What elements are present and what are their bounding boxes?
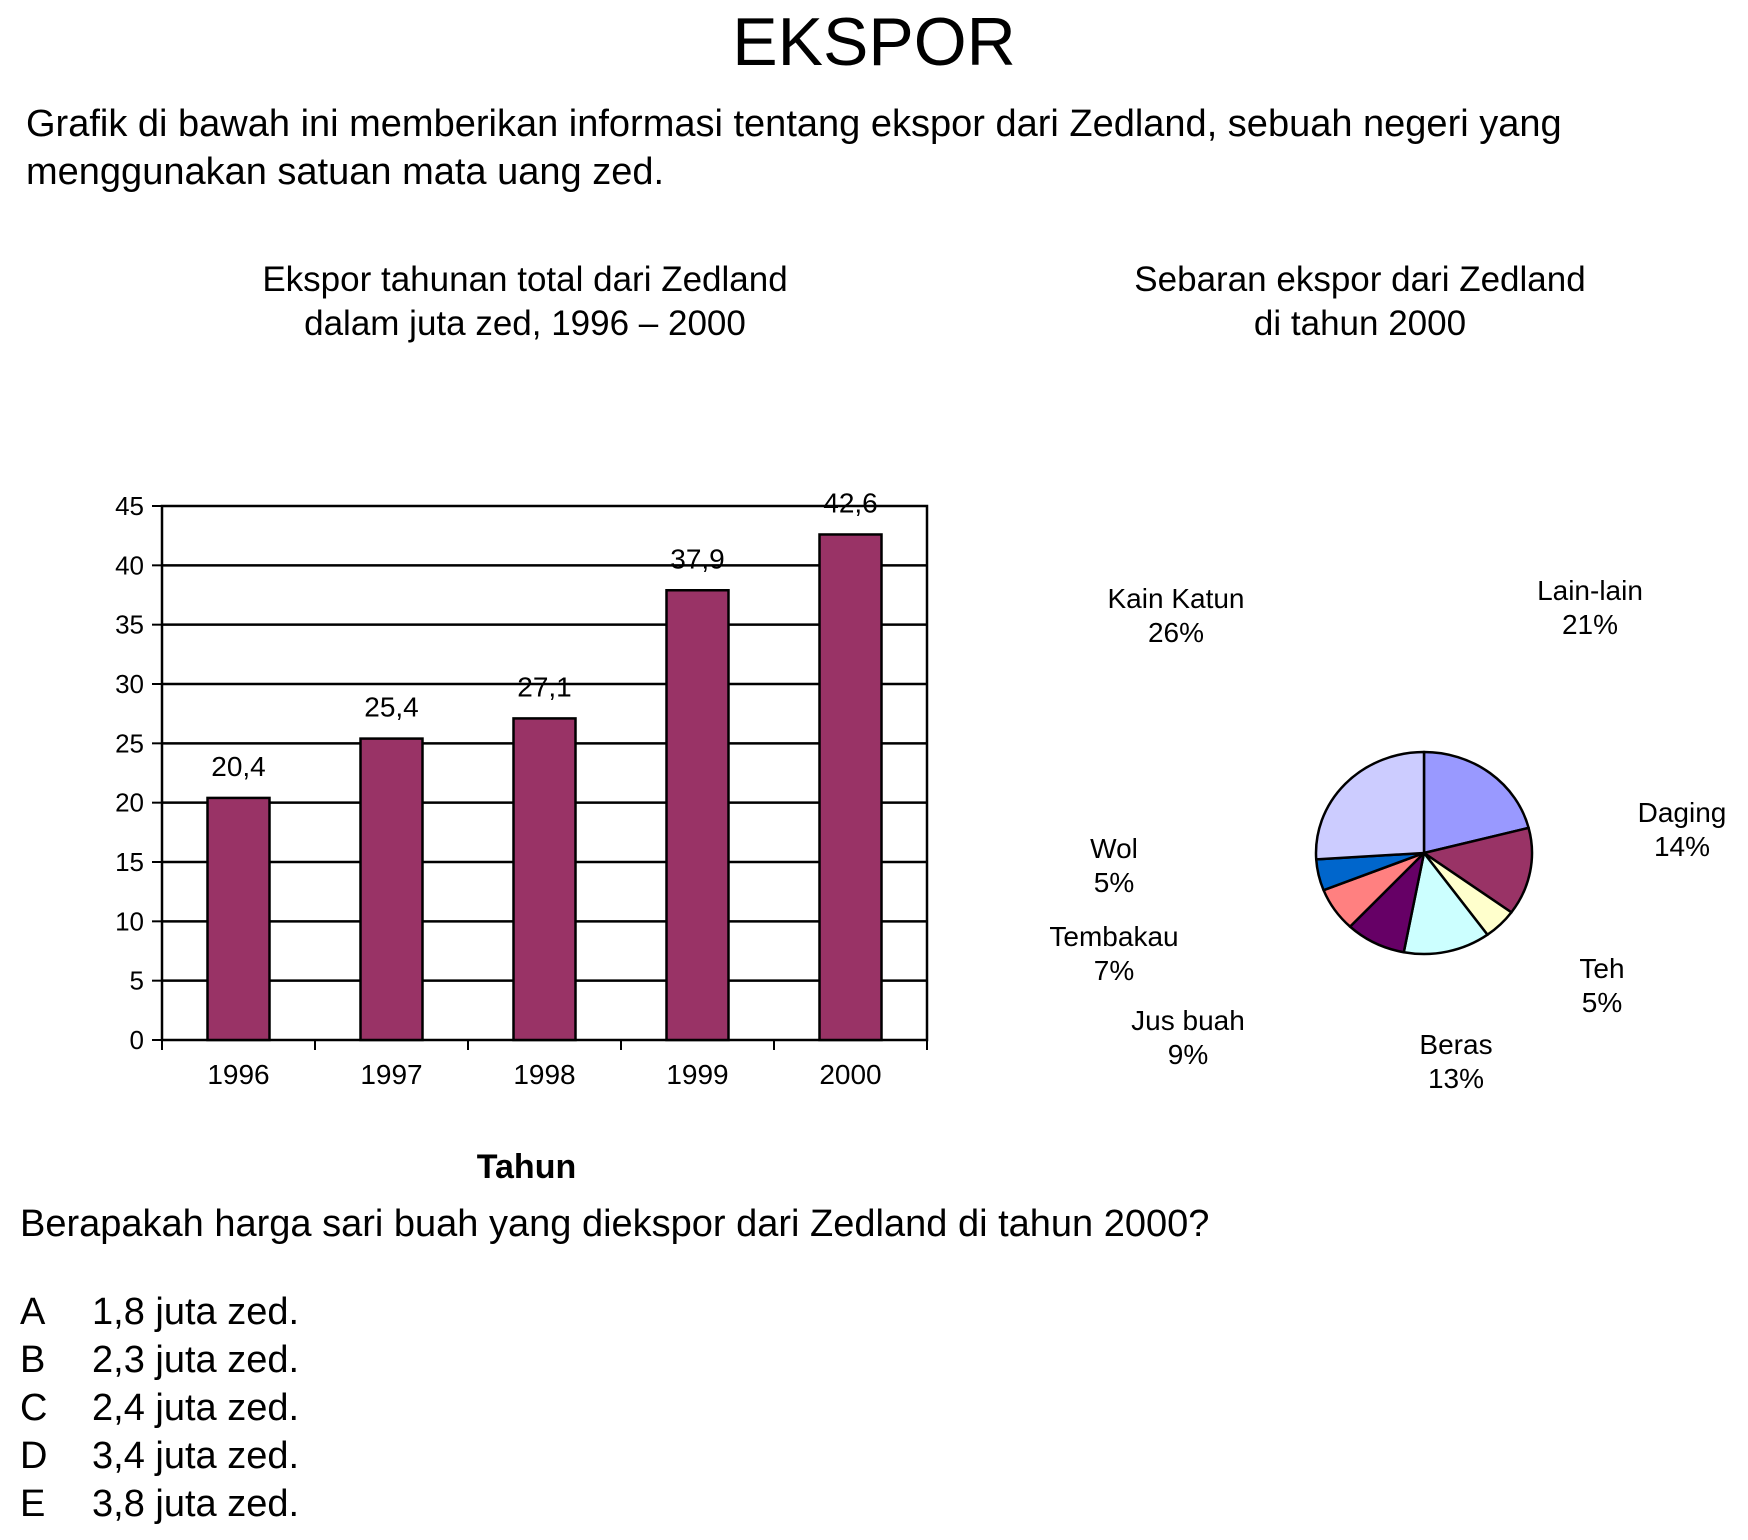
- question-text: Berapakah harga sari buah yang diekspor …: [20, 1203, 1210, 1245]
- option-d[interactable]: D 3,4 juta zed.: [20, 1432, 299, 1480]
- pie-slice-label: Kain Katun: [1108, 583, 1245, 614]
- option-text: 2,4 juta zed.: [92, 1387, 300, 1429]
- intro-text: Grafik di bawah ini memberikan informasi…: [26, 103, 1562, 193]
- pie-slice-label: Jus buah: [1131, 1005, 1245, 1036]
- y-tick-label: 45: [115, 491, 144, 521]
- pie-slice: [1422, 826, 1534, 914]
- option-b[interactable]: B 2,3 juta zed.: [20, 1336, 299, 1384]
- bar: [359, 737, 424, 1042]
- pie-slice-label: Tembakau: [1049, 921, 1178, 952]
- y-tick-label: 35: [115, 610, 144, 640]
- y-tick-label: 25: [115, 728, 144, 758]
- option-letter: E: [20, 1483, 46, 1525]
- pie-slice-percent: 21%: [1562, 609, 1618, 640]
- y-tick-label: 20: [115, 788, 144, 818]
- answer-options: A 1,8 juta zed. B 2,3 juta zed. C 2,4 juta …: [20, 1288, 299, 1528]
- pie-slice-label: Beras: [1419, 1029, 1492, 1060]
- bar: [206, 796, 271, 1042]
- pie-chart-title: Sebaran ekspor dari Zedland di tahun 200…: [1000, 258, 1720, 346]
- bar-value-label: 37,9: [670, 543, 725, 574]
- pie-slice-percent: 5%: [1094, 867, 1134, 898]
- x-tick-label: 2000: [819, 1059, 881, 1090]
- option-text: 1,8 juta zed.: [92, 1291, 300, 1333]
- pie-slice-percent: 7%: [1094, 955, 1134, 986]
- x-tick-label: 1996: [207, 1059, 269, 1090]
- pie-slice-percent: 26%: [1148, 617, 1204, 648]
- bar-value-label: 42,6: [823, 487, 878, 518]
- x-tick-label: 1999: [666, 1059, 728, 1090]
- bar: [818, 533, 883, 1042]
- pie-slice: [1422, 750, 1530, 855]
- page-title: EKSPOR: [732, 4, 1016, 80]
- option-letter: D: [20, 1435, 48, 1477]
- y-tick-label: 30: [115, 669, 144, 699]
- bar-chart-title-line-1: Ekspor tahunan total dari Zedland: [262, 260, 788, 299]
- x-tick-label: 1998: [513, 1059, 575, 1090]
- option-text: 3,8 juta zed.: [92, 1483, 300, 1525]
- pie-slice-percent: 13%: [1428, 1063, 1484, 1094]
- pie-chart-title-line-2: di tahun 2000: [1253, 304, 1467, 343]
- pie-slice-percent: 5%: [1582, 987, 1622, 1018]
- bar: [665, 589, 730, 1042]
- option-c[interactable]: C 2,4 juta zed.: [20, 1384, 299, 1432]
- y-tick-label: 15: [115, 847, 144, 877]
- pie-slice: [1314, 750, 1426, 861]
- pie-slice-percent: 9%: [1168, 1039, 1208, 1070]
- pie-slice-percent: 14%: [1654, 831, 1710, 862]
- pie-slice-label: Lain-lain: [1537, 575, 1643, 606]
- bar-value-label: 20,4: [211, 751, 266, 782]
- option-e[interactable]: E 3,8 juta zed.: [20, 1480, 299, 1528]
- option-text: 3,4 juta zed.: [92, 1435, 300, 1477]
- bar-value-label: 27,1: [517, 671, 572, 702]
- x-tick-label: 1997: [360, 1059, 422, 1090]
- bar-chart-title-line-2: dalam juta zed, 1996 – 2000: [304, 304, 746, 343]
- bar-value-label: 25,4: [364, 692, 419, 723]
- pie-slice: [1402, 851, 1489, 956]
- option-letter: B: [20, 1339, 46, 1381]
- y-tick-label: 10: [115, 906, 144, 936]
- y-tick-label: 0: [130, 1025, 144, 1055]
- option-a[interactable]: A 1,8 juta zed.: [20, 1288, 299, 1336]
- option-letter: C: [20, 1387, 48, 1429]
- x-axis-label: Tahun: [477, 1148, 576, 1186]
- bar-chart-title: Ekspor tahunan total dari Zedland dalam …: [150, 258, 900, 346]
- option-text: 2,3 juta zed.: [92, 1339, 300, 1381]
- pie-slice-label: Wol: [1090, 833, 1138, 864]
- y-tick-label: 40: [115, 550, 144, 580]
- option-letter: A: [20, 1291, 46, 1333]
- bar: [512, 717, 577, 1042]
- bar-chart: 0 5 10 15 20 25 30 35 40 45 20,4 1996 25,4 1997 27,1 19…: [115, 487, 929, 1186]
- pie-slice-label: Daging: [1638, 797, 1727, 828]
- y-tick-label: 5: [130, 966, 144, 996]
- pie-chart-title-line-1: Sebaran ekspor dari Zedland: [1134, 260, 1586, 299]
- pie-slice-label: Teh: [1579, 953, 1624, 984]
